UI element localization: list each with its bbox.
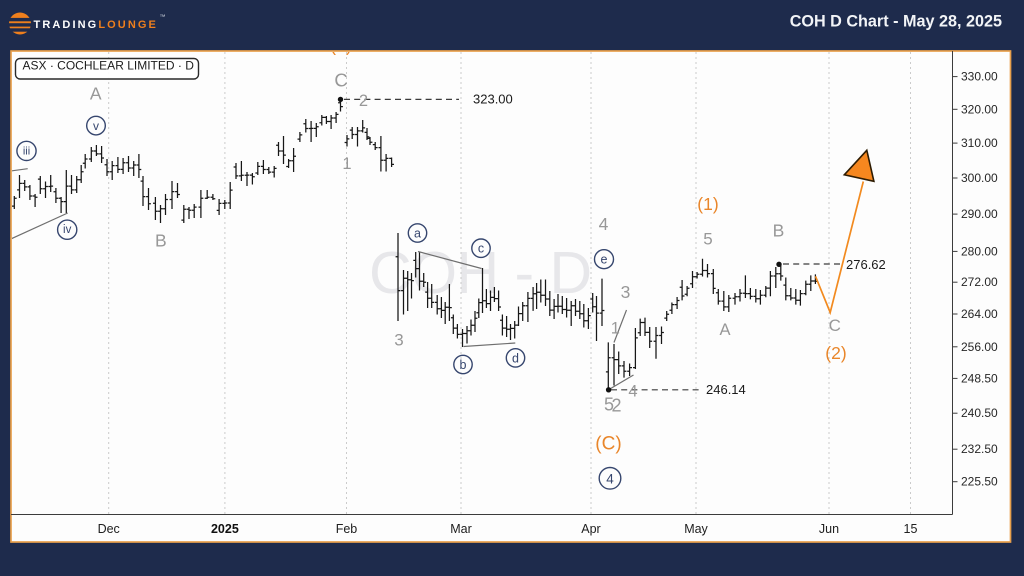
svg-text:B: B xyxy=(155,231,167,251)
svg-text:3: 3 xyxy=(621,282,631,302)
svg-text:Jun: Jun xyxy=(819,522,839,536)
svg-text:3: 3 xyxy=(394,331,403,350)
svg-text:v: v xyxy=(93,119,99,133)
svg-text:15: 15 xyxy=(904,522,918,536)
svg-text:290.00: 290.00 xyxy=(961,207,998,221)
svg-text:C: C xyxy=(334,70,347,91)
svg-text:ASX · COCHLEAR LIMITED · D: ASX · COCHLEAR LIMITED · D xyxy=(23,58,195,72)
svg-text:COH D Chart - May 28, 2025: COH D Chart - May 28, 2025 xyxy=(790,13,1002,31)
svg-text:(2): (2) xyxy=(825,343,846,363)
svg-text:COH - D: COH - D xyxy=(369,240,592,306)
svg-text:May: May xyxy=(684,522,708,536)
svg-text:Dec: Dec xyxy=(98,522,120,536)
svg-text:276.62: 276.62 xyxy=(846,257,886,272)
svg-text:232.50: 232.50 xyxy=(961,442,998,456)
svg-text:A: A xyxy=(719,321,730,339)
svg-text:c: c xyxy=(478,242,484,256)
svg-text:2: 2 xyxy=(359,92,368,110)
svg-text:272.00: 272.00 xyxy=(961,275,998,289)
svg-text:5: 5 xyxy=(703,230,712,249)
svg-text:330.00: 330.00 xyxy=(961,70,998,84)
svg-text:(1): (1) xyxy=(697,194,718,214)
svg-text:d: d xyxy=(512,351,519,365)
svg-text:310.00: 310.00 xyxy=(961,136,998,150)
svg-text:2025: 2025 xyxy=(211,522,239,536)
svg-text:246.14: 246.14 xyxy=(706,382,746,397)
svg-text:A: A xyxy=(90,83,102,103)
svg-text:Feb: Feb xyxy=(336,522,358,536)
svg-text:C: C xyxy=(829,316,841,335)
svg-text:Mar: Mar xyxy=(450,522,472,536)
svg-text:320.00: 320.00 xyxy=(961,102,998,116)
svg-text:iii: iii xyxy=(23,145,30,157)
svg-text:4: 4 xyxy=(599,214,609,234)
svg-text:240.50: 240.50 xyxy=(961,406,998,420)
svg-text:5: 5 xyxy=(604,395,614,415)
svg-text:264.00: 264.00 xyxy=(961,307,998,321)
svg-text:1: 1 xyxy=(342,155,351,173)
svg-text:323.00: 323.00 xyxy=(473,92,513,107)
svg-text:™: ™ xyxy=(160,14,166,21)
svg-text:1: 1 xyxy=(611,320,620,338)
svg-text:2: 2 xyxy=(611,396,621,416)
svg-text:248.50: 248.50 xyxy=(961,371,998,385)
svg-text:4: 4 xyxy=(606,471,614,486)
svg-text:b: b xyxy=(460,358,467,372)
svg-text:e: e xyxy=(601,253,608,267)
svg-text:(5): (5) xyxy=(330,35,352,55)
svg-text:TRADINGLOUNGE: TRADINGLOUNGE xyxy=(34,19,158,31)
svg-text:a: a xyxy=(414,227,421,241)
svg-text:4: 4 xyxy=(628,383,637,401)
svg-text:300.00: 300.00 xyxy=(961,171,998,185)
svg-text:256.00: 256.00 xyxy=(961,340,998,354)
svg-text:280.00: 280.00 xyxy=(961,244,998,258)
svg-text:(C): (C) xyxy=(595,434,621,455)
svg-text:225.50: 225.50 xyxy=(961,475,998,489)
svg-text:Apr: Apr xyxy=(581,522,600,536)
svg-text:iv: iv xyxy=(63,224,72,236)
svg-text:B: B xyxy=(773,221,785,241)
